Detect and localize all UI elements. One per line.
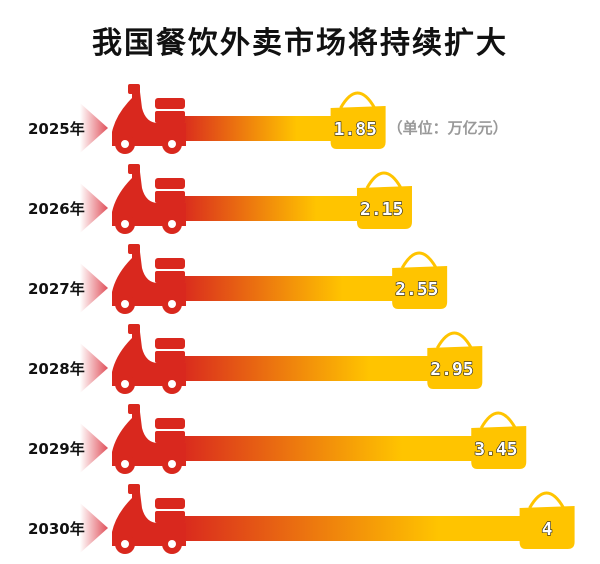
shopping-bag-icon	[427, 331, 483, 389]
scooter-handle	[128, 164, 140, 174]
arrow-icon	[80, 423, 108, 473]
bar	[180, 516, 525, 541]
value-label: 2.95	[430, 359, 473, 380]
value-label: 2.15	[360, 199, 403, 220]
value-label: 4	[542, 519, 553, 540]
value-label: 1.85	[334, 119, 377, 140]
delivery-box-lower	[155, 271, 185, 283]
delivery-box-lower	[155, 191, 185, 203]
arrow-icon	[80, 183, 108, 233]
scooter-body	[112, 92, 186, 146]
delivery-box	[155, 178, 185, 189]
delivery-scooter-icon	[112, 164, 186, 234]
delivery-box-lower	[155, 511, 185, 523]
shopping-bag-icon	[471, 411, 527, 469]
year-label: 2025年	[28, 120, 85, 138]
delivery-scooter-icon	[112, 484, 186, 554]
bar-row: 2025年 1.85 （单位：万亿元）	[28, 84, 508, 154]
year-label: 2029年	[28, 440, 85, 458]
delivery-scooter-icon	[112, 324, 186, 394]
wheel-hub	[121, 380, 129, 388]
wheel-hub	[168, 380, 176, 388]
scooter-handle	[128, 484, 140, 494]
delivery-box	[155, 418, 185, 429]
delivery-scooter-icon	[112, 404, 186, 474]
wheel-hub	[121, 220, 129, 228]
wheel-hub	[168, 220, 176, 228]
delivery-box	[155, 498, 185, 509]
bag-handle	[365, 171, 403, 189]
arrow-icon	[80, 103, 108, 153]
wheel-hub	[121, 460, 129, 468]
chart-title: 我国餐饮外卖市场将持续扩大	[92, 26, 508, 61]
bag-handle	[479, 411, 517, 429]
scooter-handle	[128, 84, 140, 94]
bar-row: 2030年 4	[28, 484, 575, 554]
bar	[180, 436, 477, 461]
bag-body	[356, 186, 412, 229]
scooter-body	[112, 412, 186, 466]
bar	[180, 196, 362, 221]
scooter-body	[112, 172, 186, 226]
bag-handle	[400, 251, 438, 269]
delivery-scooter-icon	[112, 244, 186, 314]
shopping-bag-icon	[356, 171, 412, 229]
arrow-icon	[80, 343, 108, 393]
bag-body	[427, 346, 483, 389]
wheel-hub	[121, 540, 129, 548]
bag-handle	[436, 331, 473, 349]
bag-body	[330, 106, 386, 149]
wheel-hub	[121, 140, 129, 148]
value-label: 3.45	[474, 439, 517, 460]
scooter-body	[112, 492, 186, 546]
delivery-box-lower	[155, 111, 185, 123]
bag-body	[519, 506, 575, 549]
year-label: 2030年	[28, 520, 85, 538]
bag-handle	[339, 91, 376, 109]
delivery-box	[155, 338, 185, 349]
year-label: 2027年	[28, 280, 85, 298]
bag-body	[471, 426, 527, 469]
bag-body	[392, 266, 448, 309]
delivery-scooter-icon	[112, 84, 186, 154]
bar	[180, 276, 398, 301]
delivery-box-lower	[155, 351, 185, 363]
value-label: 2.55	[395, 279, 438, 300]
bar-row: 2029年 3.45	[28, 404, 527, 474]
scooter-handle	[128, 404, 140, 414]
delivery-box	[155, 98, 185, 109]
bar	[180, 116, 336, 141]
arrow-icon	[80, 263, 108, 313]
scooter-handle	[128, 324, 140, 334]
bag-handle	[528, 491, 565, 509]
shopping-bag-icon	[392, 251, 448, 309]
delivery-box-lower	[155, 431, 185, 443]
shopping-bag-icon	[519, 491, 575, 549]
wheel-hub	[121, 300, 129, 308]
bar	[180, 356, 433, 381]
scooter-body	[112, 252, 186, 306]
year-label: 2028年	[28, 360, 85, 378]
bar-row: 2027年 2.55	[28, 244, 448, 314]
scooter-handle	[128, 244, 140, 254]
wheel-hub	[168, 460, 176, 468]
wheel-hub	[168, 300, 176, 308]
wheel-hub	[168, 540, 176, 548]
arrow-icon	[80, 503, 108, 553]
wheel-hub	[168, 140, 176, 148]
year-label: 2026年	[28, 200, 85, 218]
bar-row: 2026年 2.15	[28, 164, 412, 234]
scooter-body	[112, 332, 186, 386]
bar-row: 2028年 2.95	[28, 324, 483, 394]
delivery-box	[155, 258, 185, 269]
unit-label: （单位：万亿元）	[388, 119, 508, 137]
shopping-bag-icon	[330, 91, 386, 149]
